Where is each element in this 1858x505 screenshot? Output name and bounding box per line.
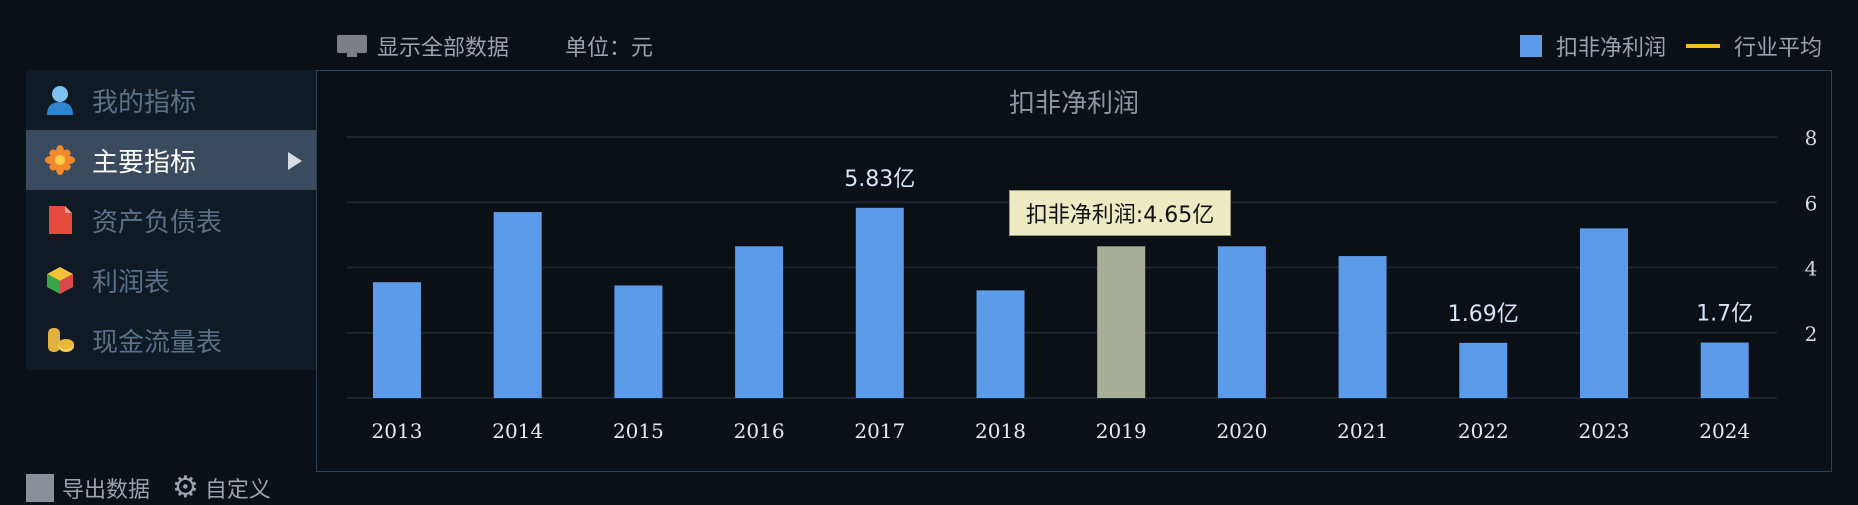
bar-2016[interactable] (735, 246, 784, 398)
x-tick-label: 2014 (492, 419, 543, 443)
x-tick-label: 2017 (854, 419, 905, 443)
sidebar-item-label: 主要指标 (92, 147, 197, 178)
data-label-2017: 5.83亿 (844, 167, 915, 192)
sidebar-item-label: 我的指标 (92, 87, 197, 118)
x-tick-label: 2018 (975, 419, 1026, 443)
x-tick-label: 2013 (372, 419, 423, 443)
x-tick-label: 2024 (1699, 419, 1750, 443)
sidebar-item-main-indicators[interactable]: 主要指标 (26, 130, 316, 190)
bar-2018[interactable] (976, 290, 1025, 398)
x-tick-label: 2020 (1216, 419, 1267, 443)
chevron-right-icon (288, 152, 302, 170)
sidebar-item-balance-sheet[interactable]: 资产负债表 (26, 190, 316, 250)
sidebar: 我的指标 主要指标 (26, 70, 316, 370)
y-tick-label: 6 (1805, 191, 1818, 215)
legend-bar-swatch[interactable] (1519, 35, 1542, 57)
bar-2022[interactable] (1459, 342, 1508, 398)
x-tick-label: 2015 (613, 419, 664, 443)
x-tick-label: 2019 (1096, 419, 1147, 443)
bar-2017[interactable] (855, 207, 904, 398)
chart-title: 扣非净利润 (1008, 89, 1139, 119)
x-tick-label: 2021 (1337, 419, 1388, 443)
bar-2019[interactable] (1097, 246, 1146, 398)
sidebar-item-label: 现金流量表 (92, 327, 223, 358)
gear-icon[interactable]: ⚙ (172, 470, 199, 505)
y-tick-label: 2 (1805, 322, 1818, 346)
x-tick-label: 2022 (1458, 419, 1509, 443)
bottom-toolbar: 导出数据 ⚙ 自定义 (26, 472, 271, 504)
star-icon (44, 144, 76, 176)
user-icon (44, 84, 76, 116)
chart-tooltip: 扣非净利润:4.65亿 (1009, 190, 1231, 236)
y-tick-label: 4 (1805, 257, 1818, 281)
cube-icon (44, 264, 76, 296)
sidebar-item-cash-flow[interactable]: 现金流量表 (26, 310, 316, 370)
sidebar-item-my-indicators[interactable]: 我的指标 (26, 70, 316, 130)
bar-2024[interactable] (1700, 342, 1749, 398)
toolbar: 显示全部数据 单位：元 (337, 30, 653, 62)
show-all-data-toggle[interactable]: 显示全部数据 (377, 36, 510, 61)
bar-2014[interactable] (493, 212, 542, 398)
bar-2020[interactable] (1217, 246, 1266, 398)
sidebar-item-label: 利润表 (92, 267, 171, 298)
chart-panel: 扣非净利润 2 4 6 8 2013 2014 2015 2016 2017 2018 2019 20… (316, 70, 1832, 472)
coins-icon (44, 324, 76, 356)
bar-2013[interactable] (373, 282, 421, 398)
sidebar-item-label: 资产负债表 (92, 207, 223, 238)
sidebar-item-income-statement[interactable]: 利润表 (26, 250, 316, 310)
customize-button[interactable]: 自定义 (204, 478, 271, 503)
data-label-2022: 1.69亿 (1448, 302, 1519, 327)
document-icon (44, 204, 76, 236)
y-tick-label: 8 (1805, 126, 1818, 150)
chart-legend: 扣非净利润 行业平均 (1519, 30, 1822, 62)
x-tick-label: 2016 (734, 419, 785, 443)
legend-line-label[interactable]: 行业平均 (1733, 36, 1822, 61)
bar-chart: 2 4 6 8 2013 2014 2015 2016 2017 2018 2019 2020 2021… (347, 126, 1818, 443)
export-data-button[interactable]: 导出数据 (62, 478, 151, 503)
bar-2021[interactable] (1338, 256, 1387, 398)
bar-2023[interactable] (1580, 228, 1628, 398)
monitor-icon[interactable] (337, 35, 367, 57)
export-icon[interactable] (26, 474, 54, 502)
x-tick-label: 2023 (1579, 419, 1630, 443)
legend-bar-label[interactable]: 扣非净利润 (1555, 36, 1666, 61)
bar-2015[interactable] (614, 285, 663, 398)
unit-label: 单位：元 (565, 36, 654, 61)
data-label-2024: 1.7亿 (1696, 302, 1753, 327)
legend-line-swatch[interactable] (1685, 44, 1720, 48)
